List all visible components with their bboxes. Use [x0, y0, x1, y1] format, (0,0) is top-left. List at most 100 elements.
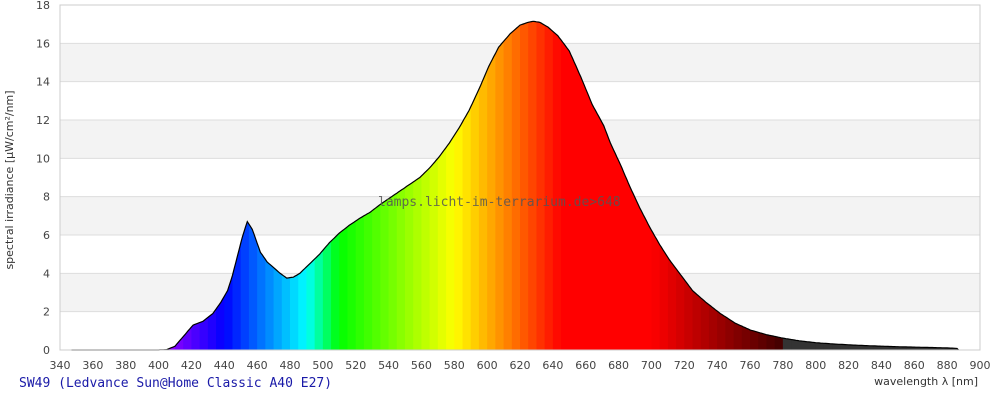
spectrum-stripe [347, 221, 357, 350]
spectrum-stripe [306, 258, 316, 350]
spectrum-line [71, 20, 960, 351]
spectrum-stripe [922, 347, 932, 350]
spectrum-stripe [396, 187, 406, 350]
spectrum-stripe [544, 25, 554, 350]
spectrum-stripe [191, 322, 201, 350]
spectrum-stripe [290, 274, 299, 350]
spectrum-stripe [733, 322, 743, 350]
y-tick-label: 2 [43, 306, 50, 319]
spectrum-stripe [725, 316, 735, 350]
lamp-caption: SW49 (Ledvance Sun@Home Classic A40 E27) [19, 376, 333, 391]
spectrum-stripe [782, 338, 792, 350]
spectrum-stripe [314, 250, 324, 350]
y-tick-label: 6 [43, 229, 50, 242]
spectrum-stripe [380, 198, 390, 350]
spectrum-stripe [536, 21, 546, 350]
spectrum-stripe [815, 342, 825, 350]
spectrum-stripe [700, 297, 710, 350]
x-tick-label: 520 [345, 359, 366, 372]
spectrum-stripe [339, 226, 348, 350]
spectrum-stripe [938, 347, 948, 350]
spectrum-stripe [947, 347, 956, 350]
x-tick-label: 900 [970, 359, 991, 372]
spectrum-stripe [331, 233, 340, 350]
spectrum-stripe [298, 266, 307, 350]
spectrum-stripe [437, 147, 447, 350]
x-tick-label: 480 [280, 359, 301, 372]
spectrum-stripe [667, 257, 677, 350]
spectrum-stripe [676, 268, 685, 350]
x-tick-label: 640 [542, 359, 563, 372]
x-tick-label: 800 [805, 359, 826, 372]
x-tick-label: 380 [115, 359, 136, 372]
y-tick-label: 14 [36, 76, 50, 89]
spectrum-stripe [626, 179, 636, 350]
spectrum-stripe [421, 167, 431, 350]
spectrum-stripe [183, 327, 192, 350]
spectrum-stripe [429, 158, 439, 350]
spectrum-stripe [528, 21, 537, 351]
plot-frame [59, 4, 981, 351]
spectrum-stripe [257, 243, 266, 350]
spectrum-stripe [807, 341, 817, 350]
spectrum-stripe [750, 329, 759, 350]
spectrum-stripe [265, 259, 275, 350]
spectrum-curve [71, 20, 960, 351]
x-tick-label: 440 [214, 359, 235, 372]
y-tick-label: 4 [43, 267, 50, 280]
spectrum-stripe [462, 106, 472, 351]
x-tick-label: 780 [772, 359, 793, 372]
spectrum-stripe [577, 69, 587, 350]
spectrum-stripe [446, 135, 455, 350]
spectrum-stripe [593, 107, 603, 350]
spectrum-stripe [454, 121, 463, 351]
spectrum-stripe [569, 51, 578, 350]
x-tick-label: 400 [148, 359, 169, 372]
spectrum-stripe [930, 347, 940, 350]
spectrum-stripe [832, 343, 841, 350]
spectrum-stripe [495, 41, 505, 351]
spectrum-stripe [618, 160, 628, 350]
spectrum-stripe [478, 70, 488, 351]
spectrum-stripe [856, 345, 866, 350]
x-tick-label: 680 [608, 359, 629, 372]
spectrum-stripe [897, 346, 907, 350]
spectrum-stripe [413, 175, 422, 350]
spectrum-stripe [823, 343, 833, 350]
x-tick-label: 620 [510, 359, 531, 372]
spectrum-stripe [388, 193, 398, 350]
x-tick-label: 740 [707, 359, 728, 372]
x-tick-label: 860 [904, 359, 925, 372]
spectrum-stripe [585, 88, 595, 351]
spectrum-stripe [708, 304, 718, 350]
spectrum-stripe [684, 279, 693, 350]
spectrum-stripe [470, 89, 480, 350]
x-axis-label: wavelength λ [nm] [874, 375, 978, 388]
x-tick-label: 580 [444, 359, 465, 372]
spectrum-stripe [799, 340, 808, 350]
x-tick-label: 340 [50, 359, 71, 372]
spectrum-stripe [552, 31, 562, 351]
x-tick-label: 360 [82, 359, 103, 372]
spectrum-stripe [355, 215, 365, 350]
spectrum-stripe [248, 224, 258, 350]
spectrum-stripe [199, 317, 209, 350]
watermark: lamps.licht-im-terrarium.de>648 [378, 195, 621, 210]
spectrum-stripe [651, 230, 661, 350]
spectrum-stripe [216, 296, 225, 350]
spectrum-stripe [889, 346, 899, 350]
spectrum-stripe [774, 336, 784, 350]
x-tick-label: 840 [871, 359, 892, 372]
spectrum-stripe [175, 336, 184, 350]
spectrum-stripe [405, 181, 414, 350]
spectrum-stripe [906, 346, 915, 350]
y-tick-label: 18 [36, 0, 50, 12]
spectrum-fill [158, 21, 959, 351]
x-tick-label: 560 [411, 359, 432, 372]
x-tick-label: 540 [378, 359, 399, 372]
y-tick-label: 16 [36, 37, 50, 50]
spectrum-stripe [561, 40, 570, 351]
spectrum-stripe [914, 347, 923, 350]
spectrum-stripe [840, 344, 850, 350]
